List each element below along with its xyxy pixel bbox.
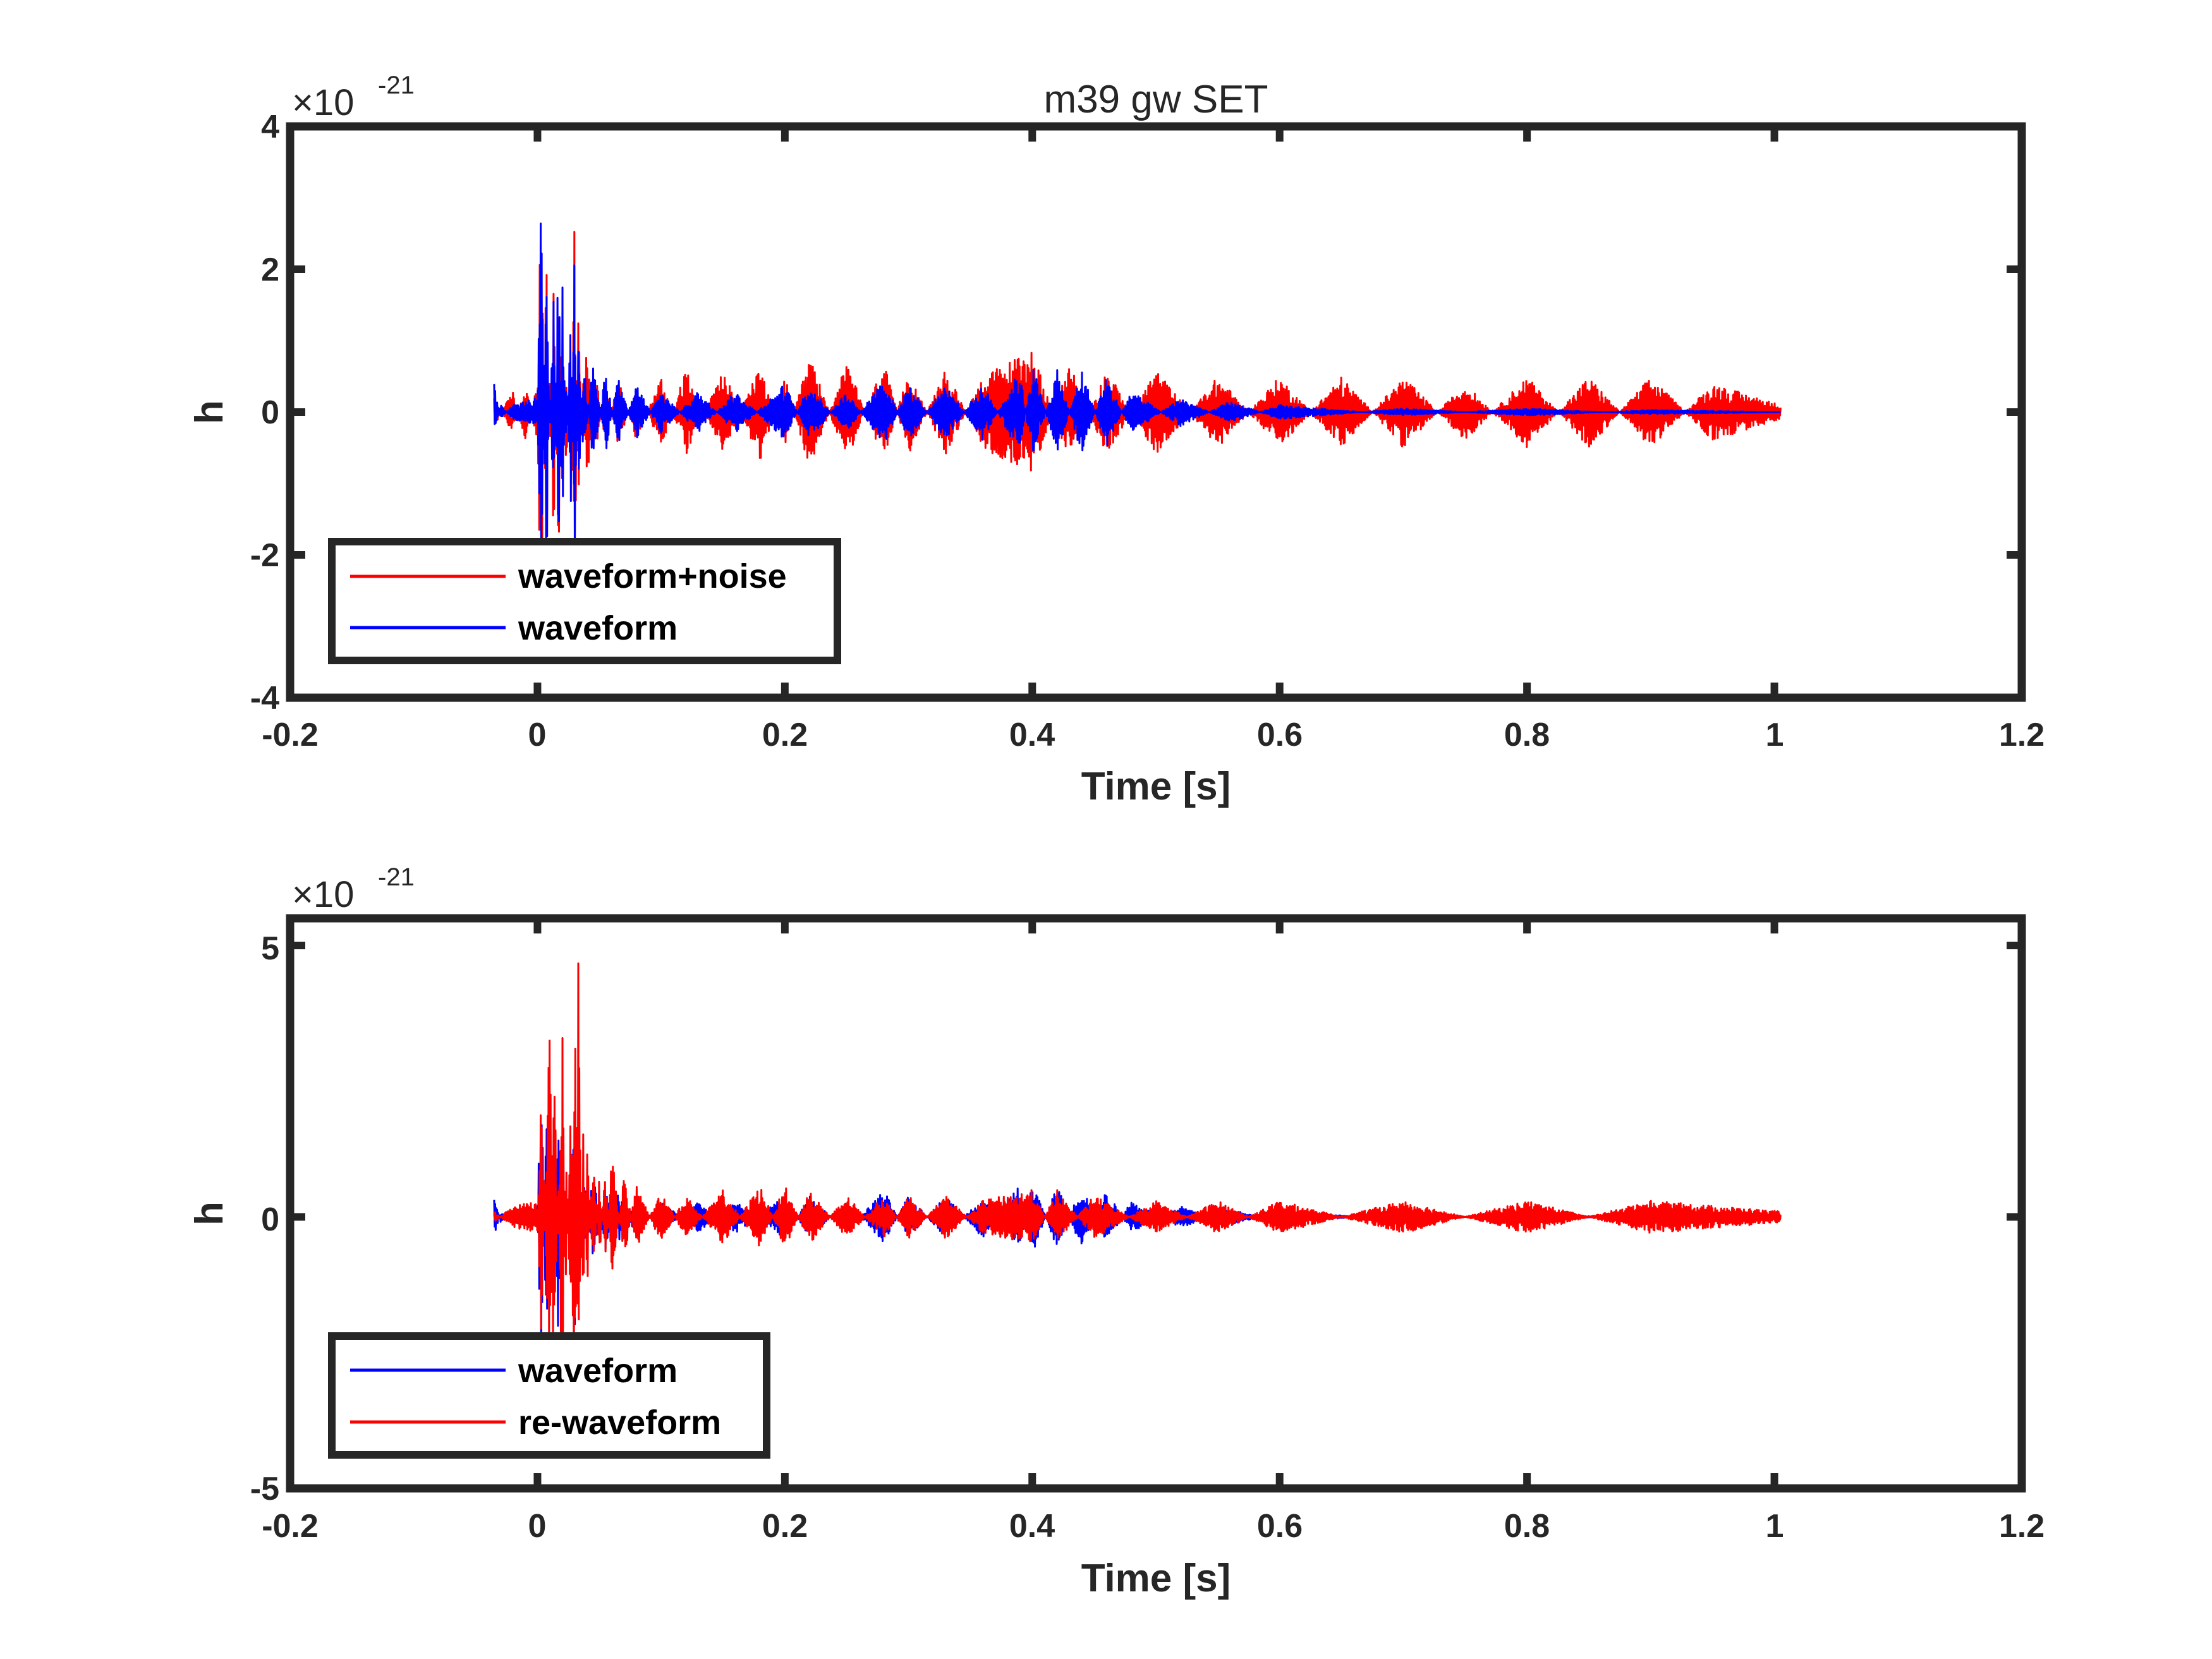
top-x-tick-label: -0.2 bbox=[262, 717, 319, 753]
top-chart-title: m39 gw SET bbox=[1044, 78, 1268, 121]
top-y-tick-label: 0 bbox=[261, 394, 279, 431]
top-y-tick-label: -2 bbox=[250, 537, 279, 574]
bottom-x-tick-label: 0.2 bbox=[762, 1508, 808, 1545]
bottom-y-exponent-base: ×10 bbox=[292, 874, 354, 915]
top-y-tick-label: 2 bbox=[261, 252, 279, 288]
top-x-tick-label: 0.8 bbox=[1504, 717, 1550, 753]
top-series-line-waveform bbox=[493, 222, 1782, 580]
top-y-tick-label: -4 bbox=[250, 680, 279, 717]
top-x-axis-label: Time [s] bbox=[1081, 765, 1231, 808]
bottom-plot-lines bbox=[493, 962, 1782, 1408]
top-x-tick-label: 0.2 bbox=[762, 717, 808, 753]
bottom-plot: 5 0 -5 -0.2 0 0.2 0.4 0.6 0.8 1 1.2 Time… bbox=[188, 863, 2045, 1600]
bottom-y-tick-label: 0 bbox=[261, 1201, 279, 1238]
bottom-y-axis-label: h bbox=[188, 1201, 231, 1225]
top-tick-marks bbox=[286, 123, 2026, 702]
bottom-legend-box bbox=[328, 1332, 770, 1459]
top-legend-label-noise: waveform+noise bbox=[518, 557, 787, 595]
bottom-x-tick-label: 0.4 bbox=[1009, 1508, 1055, 1545]
bottom-legend-label-waveform: waveform bbox=[518, 1352, 678, 1390]
bottom-x-tick-label: 1 bbox=[1766, 1508, 1784, 1545]
top-legend-label-waveform: waveform bbox=[518, 609, 678, 647]
bottom-x-tick-label: 0 bbox=[528, 1508, 547, 1545]
bottom-x-tick-label: 0.6 bbox=[1257, 1508, 1303, 1545]
bottom-x-axis-label: Time [s] bbox=[1081, 1557, 1231, 1600]
top-x-tick-label: 0.4 bbox=[1009, 717, 1055, 753]
bottom-y-exponent-power: -21 bbox=[378, 863, 415, 891]
top-legend: waveform+noise waveform bbox=[328, 538, 841, 664]
top-plot-lines bbox=[493, 222, 1782, 580]
top-plot: 4 2 0 -2 -4 -0.2 0 0.2 0.4 0.6 0.8 1 1.2… bbox=[188, 71, 2045, 808]
top-y-tick-label: 4 bbox=[261, 109, 279, 145]
bottom-x-tick-label: 0.8 bbox=[1504, 1508, 1550, 1545]
bottom-x-tick-label: 1.2 bbox=[1999, 1508, 2045, 1545]
bottom-y-tick-label: -5 bbox=[250, 1471, 279, 1507]
top-y-exponent-power: -21 bbox=[378, 71, 415, 99]
top-y-axis-label: h bbox=[188, 400, 231, 424]
top-y-exponent-base: ×10 bbox=[292, 82, 354, 123]
top-x-tick-label: 1.2 bbox=[1999, 717, 2045, 753]
bottom-legend-label-re-waveform: re-waveform bbox=[518, 1404, 721, 1442]
bottom-y-tick-label: 5 bbox=[261, 930, 279, 967]
top-x-tick-label: 0.6 bbox=[1257, 717, 1303, 753]
bottom-series-line-re-waveform bbox=[493, 962, 1782, 1408]
bottom-plot-frame bbox=[286, 914, 2026, 1493]
bottom-x-tick-label: -0.2 bbox=[262, 1508, 319, 1545]
top-x-tick-label: 0 bbox=[528, 717, 547, 753]
top-x-tick-label: 1 bbox=[1766, 717, 1784, 753]
bottom-tick-marks bbox=[286, 918, 2026, 1492]
bottom-legend: waveform re-waveform bbox=[328, 1332, 770, 1459]
top-legend-box bbox=[328, 538, 841, 664]
